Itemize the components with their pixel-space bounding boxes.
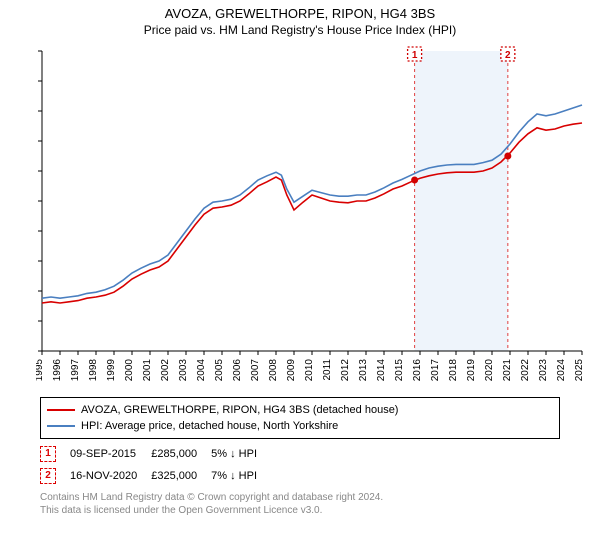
svg-text:2008: 2008 (268, 359, 279, 382)
txn-delta: 7% ↓ HPI (211, 465, 271, 487)
svg-text:2018: 2018 (448, 359, 459, 382)
legend-label: AVOZA, GREWELTHORPE, RIPON, HG4 3BS (det… (81, 404, 398, 416)
table-row: 2 16-NOV-2020 £325,000 7% ↓ HPI (40, 465, 271, 487)
svg-text:2024: 2024 (556, 359, 567, 382)
svg-text:2000: 2000 (124, 359, 135, 382)
txn-price: £325,000 (151, 465, 211, 487)
legend: AVOZA, GREWELTHORPE, RIPON, HG4 3BS (det… (40, 397, 560, 439)
svg-text:2019: 2019 (466, 359, 477, 382)
svg-text:2023: 2023 (538, 359, 549, 382)
txn-date: 16-NOV-2020 (70, 465, 151, 487)
svg-text:1997: 1997 (70, 359, 81, 382)
svg-text:2006: 2006 (232, 359, 243, 382)
svg-text:2021: 2021 (502, 359, 513, 382)
footer-line: Contains HM Land Registry data © Crown c… (40, 491, 560, 504)
svg-text:2017: 2017 (430, 359, 441, 382)
legend-item: AVOZA, GREWELTHORPE, RIPON, HG4 3BS (det… (47, 402, 553, 418)
txn-date: 09-SEP-2015 (70, 443, 151, 465)
legend-label: HPI: Average price, detached house, Nort… (81, 420, 338, 432)
txn-delta: 5% ↓ HPI (211, 443, 271, 465)
transaction-table: 1 09-SEP-2015 £285,000 5% ↓ HPI 2 16-NOV… (40, 443, 271, 487)
svg-text:2005: 2005 (214, 359, 225, 382)
svg-text:1: 1 (412, 50, 418, 61)
marker-badge: 1 (40, 446, 56, 462)
svg-text:2007: 2007 (250, 359, 261, 382)
svg-text:1998: 1998 (88, 359, 99, 382)
svg-text:2014: 2014 (376, 359, 387, 382)
svg-text:2010: 2010 (304, 359, 315, 382)
footer-attribution: Contains HM Land Registry data © Crown c… (40, 491, 560, 517)
svg-text:2003: 2003 (178, 359, 189, 382)
svg-text:2013: 2013 (358, 359, 369, 382)
svg-text:2004: 2004 (196, 359, 207, 382)
svg-text:1999: 1999 (106, 359, 117, 382)
price-chart-svg: £0£50K£100K£150K£200K£250K£300K£350K£400… (36, 41, 596, 391)
svg-text:2001: 2001 (142, 359, 153, 382)
marker-badge: 2 (40, 468, 56, 484)
svg-text:2015: 2015 (394, 359, 405, 382)
svg-text:2012: 2012 (340, 359, 351, 382)
footer-line: This data is licensed under the Open Gov… (40, 504, 560, 517)
svg-text:2002: 2002 (160, 359, 171, 382)
svg-text:2022: 2022 (520, 359, 531, 382)
svg-text:1995: 1995 (36, 359, 45, 382)
svg-text:2009: 2009 (286, 359, 297, 382)
chart-area: £0£50K£100K£150K£200K£250K£300K£350K£400… (36, 41, 596, 391)
svg-text:1996: 1996 (52, 359, 63, 382)
svg-text:2016: 2016 (412, 359, 423, 382)
legend-swatch (47, 425, 75, 427)
legend-item: HPI: Average price, detached house, Nort… (47, 418, 553, 434)
table-row: 1 09-SEP-2015 £285,000 5% ↓ HPI (40, 443, 271, 465)
txn-price: £285,000 (151, 443, 211, 465)
svg-text:2: 2 (505, 50, 511, 61)
svg-text:2020: 2020 (484, 359, 495, 382)
svg-text:2025: 2025 (574, 359, 585, 382)
legend-swatch (47, 409, 75, 411)
chart-title: AVOZA, GREWELTHORPE, RIPON, HG4 3BS (0, 0, 600, 21)
chart-subtitle: Price paid vs. HM Land Registry's House … (0, 21, 600, 41)
svg-text:2011: 2011 (322, 359, 333, 381)
